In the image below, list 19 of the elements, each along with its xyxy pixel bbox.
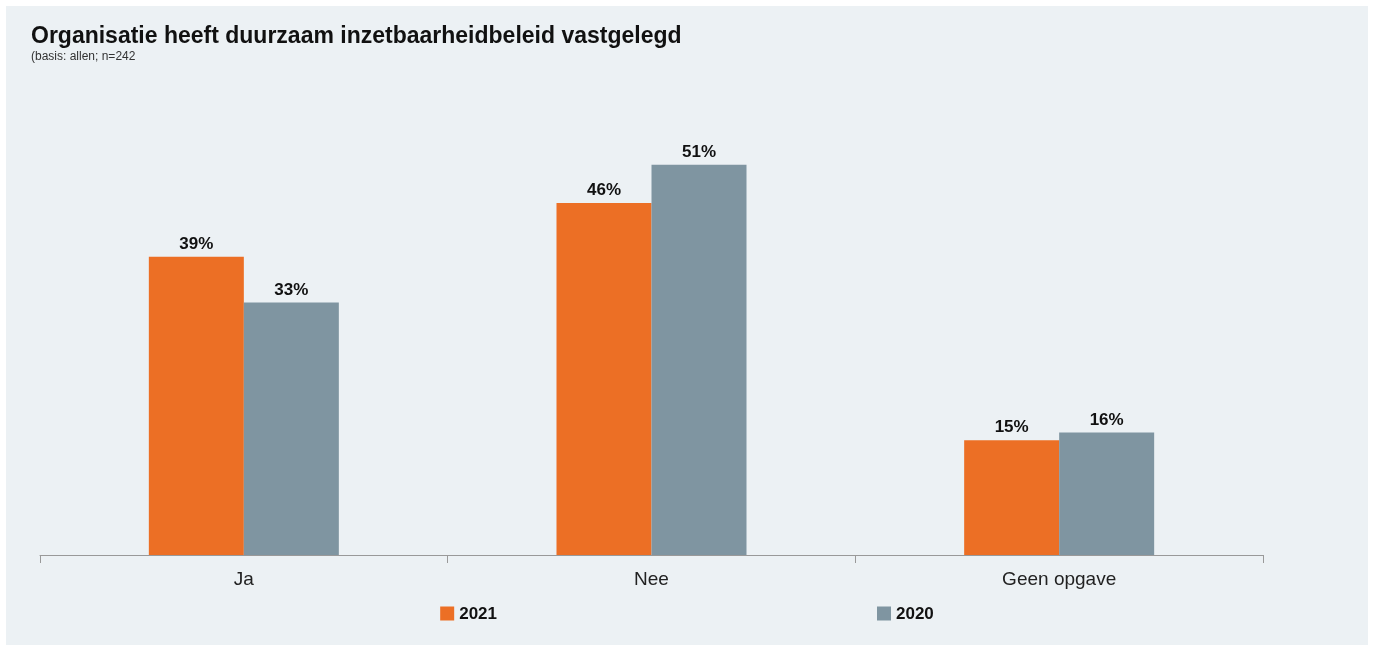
data-label: 16% [1089,409,1124,429]
legend-label: 2021 [459,604,498,623]
chart-title: Organisatie heeft duurzaam inzetbaarheidbeleid vastgelegd [31,21,682,48]
data-label: 15% [994,417,1029,437]
bar [556,203,652,555]
data-label: 39% [179,233,214,253]
data-label: 33% [274,279,309,299]
x-tick-label: Geen opgave [1002,568,1117,589]
bar [148,256,244,555]
bar [651,164,747,555]
bar [243,302,339,555]
legend-label: 2020 [896,604,934,623]
bar [964,440,1060,555]
x-tick-label: Nee [634,568,669,589]
data-label: 46% [586,180,622,200]
bar [1059,432,1155,555]
x-tick-label: Ja [233,568,255,589]
data-label: 51% [681,141,717,161]
chart-subtitle: (basis: allen; n=242 [31,49,136,63]
